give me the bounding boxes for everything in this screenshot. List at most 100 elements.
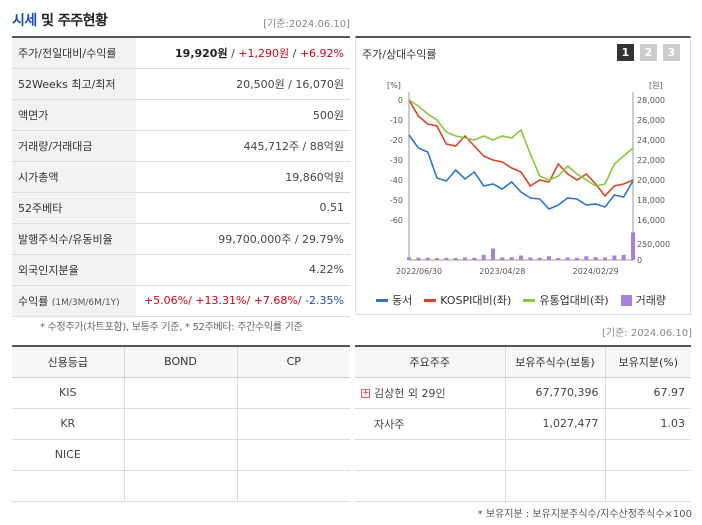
return-value: +5.06%/ +13.31%/ +7.68%/ -2.35% [136,285,350,317]
x-tick-label: 2024/02/29 [573,267,619,276]
right-tick-label: 28,000 [637,96,665,105]
right-tick-label: 22,000 [637,156,665,165]
table-cell: NICE [12,439,125,471]
table-cell: 67.97 [605,377,691,409]
price-label: 주가/전일대비/수익률 [12,37,136,69]
par-value: 500원 [136,99,350,131]
holders-footnote: * 보유지분 : 보유지분주식수/지수산정주식수×100 [477,509,692,520]
table-cell: 1,027,477 [505,408,606,440]
table-header-row: 신용등급 BOND CP [12,346,350,378]
col-header: BOND [124,346,238,378]
volume-bar [444,257,449,260]
legend-retail-swatch [523,298,536,302]
base-date: [기준:2024.06.10] [263,19,350,30]
table-row: 52주베타 0.51 [12,192,350,224]
stock-price-line [408,134,634,210]
table-row [12,470,350,502]
mcap-label: 시가총액 [12,161,136,193]
table-cell: 1.03 [605,408,691,440]
volume-bar [416,257,421,260]
shares-label: 발행주식수/유동비율 [12,223,136,255]
volume-bar [593,257,598,260]
major-shareholders-table: 주요주주 보유주식수(보통) 보유지분(%) + 김상헌 외 29인 67,770… [355,345,691,502]
mcap-value: 19,860억원 [136,161,350,193]
table-cell [605,439,691,471]
left-tick-label: 0 [398,96,403,105]
legend-stock[interactable]: 동서 [376,292,412,308]
x-tick-label: 2022/06/30 [396,267,442,276]
volume-bar [584,256,589,260]
right-tick-label: 20,000 [637,176,665,185]
price-footnote: * 수정주가(차트포함), 보통주 기준, * 52주베타: 주간수익률 기준 [40,322,303,333]
expand-icon[interactable]: + [361,388,370,398]
week52-label: 52Weeks 최고/최저 [12,68,136,100]
volume-bar [575,257,579,260]
table-cell [237,439,350,471]
right-tick-label: 26,000 [637,116,665,125]
right-tick-label: 18,000 [637,196,665,205]
volume-bar [481,254,486,260]
table-cell [355,439,506,471]
left-tick-label: -60 [390,216,403,225]
legend-retail[interactable]: 유통업대비(좌) [523,292,609,308]
chart-tab-3[interactable]: 3 [663,44,680,61]
left-tick-label: -20 [390,136,403,145]
table-row: + 김상헌 외 29인 67,770,396 67.97 [355,377,691,409]
table-cell: 67,770,396 [505,377,606,409]
volume-bar [631,232,635,260]
chart-tab-2[interactable]: 2 [640,44,657,61]
chart-tab-1[interactable]: 1 [617,44,634,61]
table-row: KR [12,408,350,440]
table-cell [12,470,125,502]
table-row: 주가/전일대비/수익률 19,920원 / +1,290원 / +6.92% [12,37,350,69]
retail-relative-line [408,99,634,187]
table-cell [124,377,238,409]
kospi-relative-line [408,99,634,198]
volume-bar [500,257,505,260]
table-cell [237,377,350,409]
chart-legend: 동서 KOSPI대비(좌) 유통업대비(좌) 거래량 [376,292,666,308]
volume-bar [463,257,467,260]
foreign-value: 4.22% [136,254,350,286]
legend-stock-swatch [376,298,388,302]
table-row: 자사주 1,027,477 1.03 [355,408,691,440]
holder-name-cell: 자사주 [355,408,506,440]
legend-kospi-swatch [424,298,437,302]
table-row: 액면가 500원 [12,99,350,131]
return-label: 수익률 (1M/3M/6M/1Y) [12,285,136,317]
table-row [355,439,691,471]
price-value: 19,920원 / +1,290원 / +6.92% [136,37,350,69]
credit-rating-table: 신용등급 BOND CP KIS KR NICE [12,345,350,502]
left-tick-label: -40 [390,176,403,185]
chart-title: 주가/상대수익률 [362,48,437,61]
col-header: 주요주주 [355,346,506,378]
left-tick-label: -50 [390,196,403,205]
volume-bar [565,257,570,260]
price-info-table: 주가/전일대비/수익률 19,920원 / +1,290원 / +6.92% 5… [12,36,350,317]
col-header: 보유주식수(보통) [505,346,606,378]
volume-tick-label: 0 [637,256,642,265]
legend-volume[interactable]: 거래량 [620,292,666,308]
table-row: 수익률 (1M/3M/6M/1Y) +5.06%/ +13.31%/ +7.68… [12,285,350,317]
volume-bar [621,254,626,260]
left-tick-label: -30 [390,156,403,165]
col-header: CP [237,346,350,378]
table-cell [124,439,238,471]
holder-name-cell: + 김상헌 외 29인 [355,377,506,409]
table-row: 시가총액 19,860억원 [12,161,350,193]
volume-bar [407,257,411,260]
table-cell [505,439,606,471]
volume-bar [603,257,607,260]
shares-value: 99,700,000주 / 29.79% [136,223,350,255]
volume-bar [519,255,523,260]
table-cell [355,470,506,502]
volume-bar [435,258,439,260]
right-tick-label: 16,000 [637,216,665,225]
volume-bar [509,257,514,260]
volume-bar [425,257,430,260]
beta-label: 52주베타 [12,192,136,224]
par-label: 액면가 [12,99,136,131]
table-row: KIS [12,377,350,409]
right-axis-unit: [원] [649,81,663,90]
legend-kospi[interactable]: KOSPI대비(좌) [424,292,511,308]
